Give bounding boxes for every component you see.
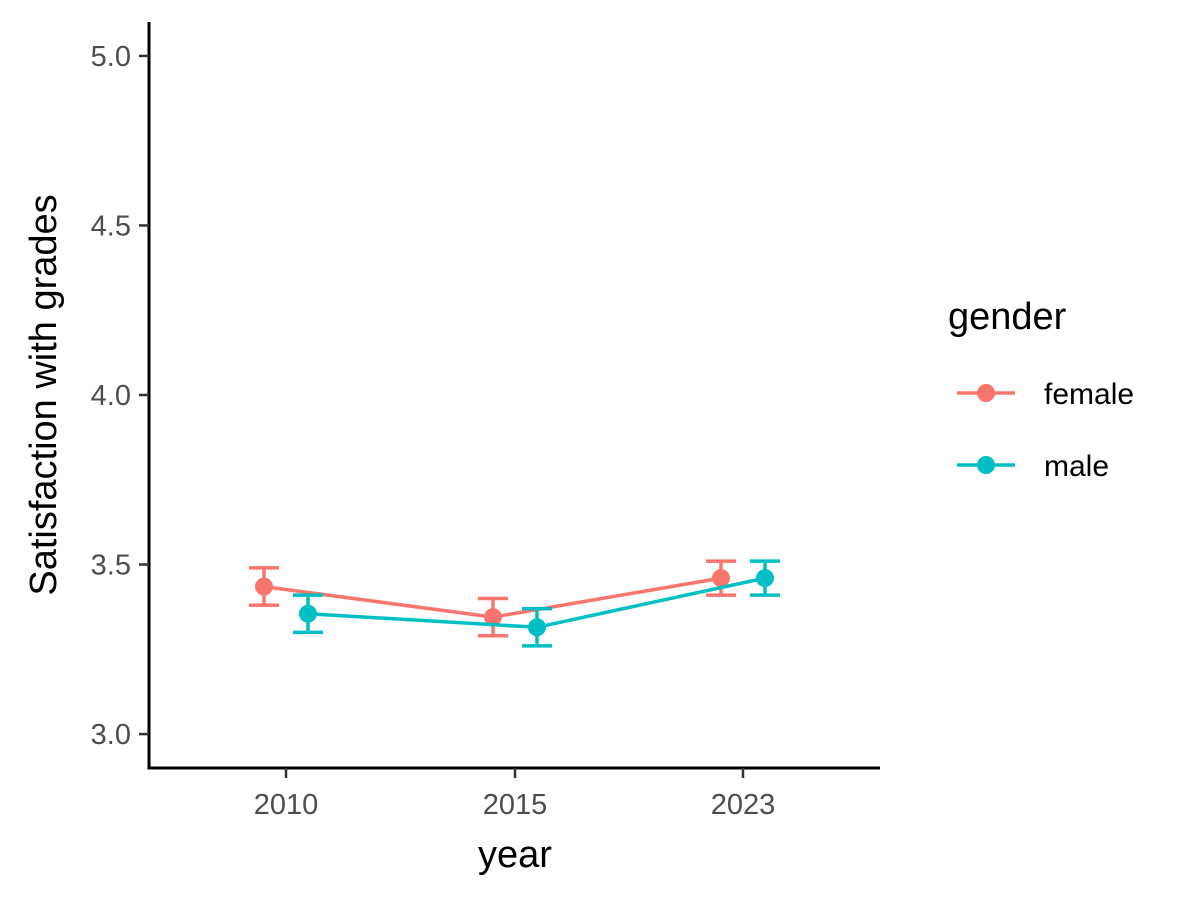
data-point — [528, 618, 546, 637]
data-point — [712, 569, 730, 588]
legend-title: gender — [948, 296, 1067, 338]
legend-label: male — [1044, 450, 1109, 483]
data-point — [255, 577, 273, 596]
data-point — [756, 569, 774, 588]
legend: gender female male — [948, 296, 1134, 483]
y-ticks: 3.0 3.5 4.0 4.5 5.0 — [91, 41, 149, 751]
legend-item-male: male — [957, 450, 1109, 483]
legend-key-point — [977, 456, 995, 474]
legend-items: female male — [957, 378, 1134, 483]
x-axis-title: year — [478, 834, 552, 876]
y-tick-label: 5.0 — [91, 41, 131, 73]
data-point — [484, 608, 502, 627]
y-axis-title: Satisfaction with grades — [23, 194, 65, 595]
y-tick-label: 4.5 — [91, 210, 131, 242]
series-female — [249, 559, 736, 638]
y-tick-label: 3.5 — [91, 550, 131, 582]
data-point — [299, 604, 317, 623]
x-ticks: 2010 2015 2023 — [254, 768, 776, 821]
x-tick-label: 2023 — [711, 789, 776, 821]
legend-key-point — [977, 384, 995, 402]
x-tick-label: 2010 — [254, 789, 319, 821]
plot-area — [249, 559, 780, 648]
axes — [147, 22, 880, 770]
legend-label: female — [1044, 378, 1134, 411]
legend-item-female: female — [957, 378, 1134, 411]
series-male — [293, 559, 780, 648]
y-tick-label: 3.0 — [91, 719, 131, 751]
x-tick-label: 2015 — [483, 789, 548, 821]
y-tick-label: 4.0 — [91, 380, 131, 412]
